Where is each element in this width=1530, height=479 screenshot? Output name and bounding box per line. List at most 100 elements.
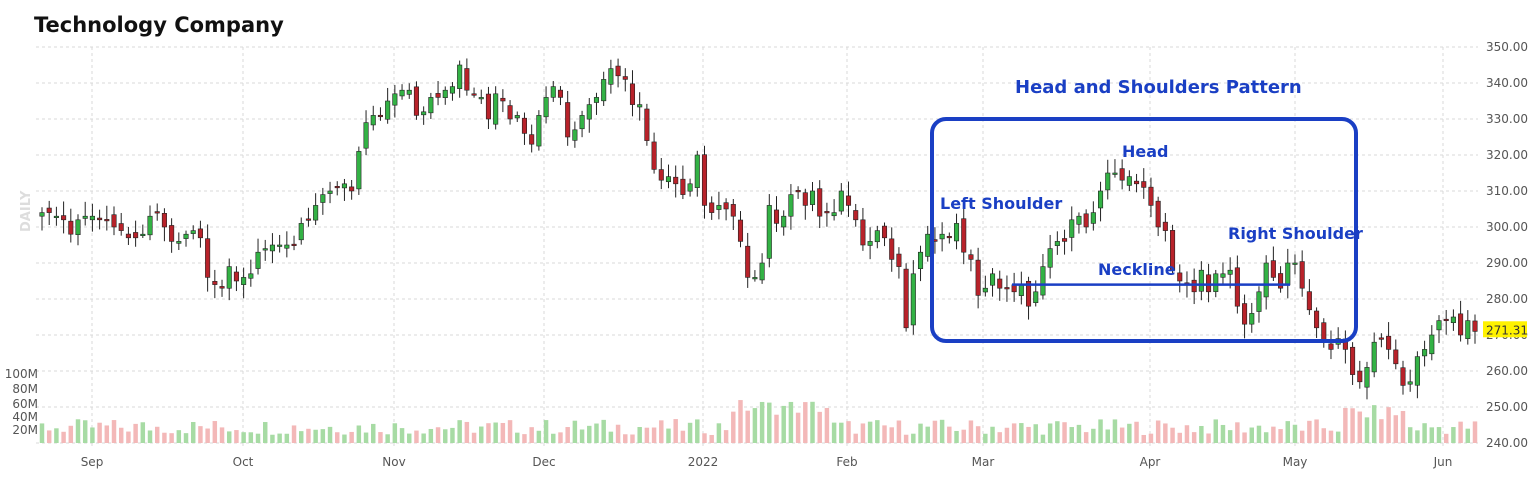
gridlines [36, 46, 1478, 447]
candle-body [917, 251, 924, 269]
candle-body [608, 68, 614, 85]
candle-body [968, 254, 974, 260]
candle-body [169, 225, 175, 242]
candle-body [133, 232, 139, 239]
volume-tick-label: 20M [12, 423, 38, 437]
volume-bar [752, 408, 758, 443]
volume-bar [536, 430, 542, 443]
volume-bar [803, 402, 808, 443]
volume-bar [1429, 427, 1435, 443]
candle-body [896, 253, 902, 267]
volume-bar [1033, 424, 1038, 443]
volume-bar [46, 430, 52, 443]
candle-body [1148, 186, 1154, 206]
y-tick-label: 310.00 [1486, 184, 1528, 198]
candle-body [1378, 337, 1384, 340]
x-tick-label: Nov [382, 455, 405, 469]
volume-bar [1199, 425, 1204, 443]
volume-bar [1314, 419, 1319, 443]
volume-bar [932, 420, 938, 443]
candle-body [1314, 310, 1320, 329]
candle-body [1177, 272, 1183, 282]
candle-body [75, 219, 81, 236]
candle-body [637, 104, 643, 108]
volume-bar [1220, 424, 1226, 443]
volume-bar [198, 426, 203, 443]
candle-body [449, 86, 455, 94]
candle-body [507, 105, 513, 120]
candle-body [536, 115, 542, 147]
candle-body [788, 194, 794, 217]
pattern-title: Head and Shoulders Pattern [1015, 77, 1302, 98]
candle-body [658, 169, 664, 181]
volume-bar [428, 428, 434, 443]
y-tick-label: 320.00 [1486, 148, 1528, 162]
candle-body [1004, 287, 1010, 290]
volume-bar [1040, 434, 1046, 443]
volume-bar [1163, 423, 1168, 443]
candle-body [716, 205, 722, 210]
volume-bar [918, 423, 923, 443]
candle-body [1141, 181, 1147, 188]
candle-body [241, 277, 247, 285]
volume-tick-label: 80M [12, 382, 38, 396]
candle-body [1105, 172, 1111, 191]
volume-bar [795, 412, 801, 443]
candle-body [61, 215, 67, 221]
candle-body [269, 244, 275, 252]
y-tick-label: 340.00 [1486, 76, 1528, 90]
candle-body [1170, 230, 1176, 271]
volume-bar [651, 427, 657, 443]
volume-bar [378, 432, 383, 443]
volume-bar [313, 429, 318, 443]
volume-bar [1227, 430, 1233, 443]
candle-body [1062, 238, 1068, 242]
volume-bar [407, 433, 412, 443]
candle-body [161, 213, 167, 228]
volume-bar [853, 433, 858, 443]
candle-body [1285, 262, 1291, 286]
volume-bar [1249, 427, 1255, 443]
volume-bar [623, 434, 628, 443]
volume-bar [1026, 426, 1031, 443]
candle-body [982, 287, 988, 293]
candle-body [853, 210, 859, 221]
volume-bar [767, 402, 772, 443]
volume-bar [1105, 429, 1110, 443]
candle-body [1040, 266, 1046, 296]
candle-body [1069, 219, 1075, 238]
volume-bar [558, 432, 563, 443]
x-axis: Sep Oct Nov Dec 2022 Feb Mar Apr May Jun [81, 455, 1453, 469]
volume-bar [147, 430, 153, 443]
candle-body [1098, 190, 1104, 209]
volume-bar [54, 428, 59, 443]
volume-bar [1069, 427, 1074, 443]
candle-body [1400, 367, 1406, 386]
candle-body [1054, 241, 1060, 246]
candle-body [471, 93, 477, 96]
x-tick-label: May [1283, 455, 1308, 469]
candle-body [723, 202, 729, 210]
candle-body [464, 68, 470, 91]
volume-bar [1335, 431, 1341, 443]
volume-bar [587, 425, 592, 443]
candle-body [305, 218, 311, 221]
candle-body [485, 93, 491, 120]
volume-tick-label: 100M [5, 367, 38, 381]
candle-body [961, 218, 967, 253]
volume-bar [212, 421, 218, 443]
volume-bar [608, 431, 614, 443]
volume-bar [594, 423, 599, 443]
candle-body [874, 230, 880, 243]
candle-body [586, 104, 592, 120]
volume-bar [291, 425, 297, 443]
volume-bar [385, 434, 390, 443]
volume-bar [299, 431, 304, 443]
candle-body [370, 115, 376, 126]
volume-bar [515, 432, 520, 443]
left-shoulder-label: Left Shoulder [940, 194, 1062, 213]
volume-bar [781, 405, 786, 443]
x-tick-label: Apr [1140, 455, 1161, 469]
volume-bar [860, 423, 866, 443]
